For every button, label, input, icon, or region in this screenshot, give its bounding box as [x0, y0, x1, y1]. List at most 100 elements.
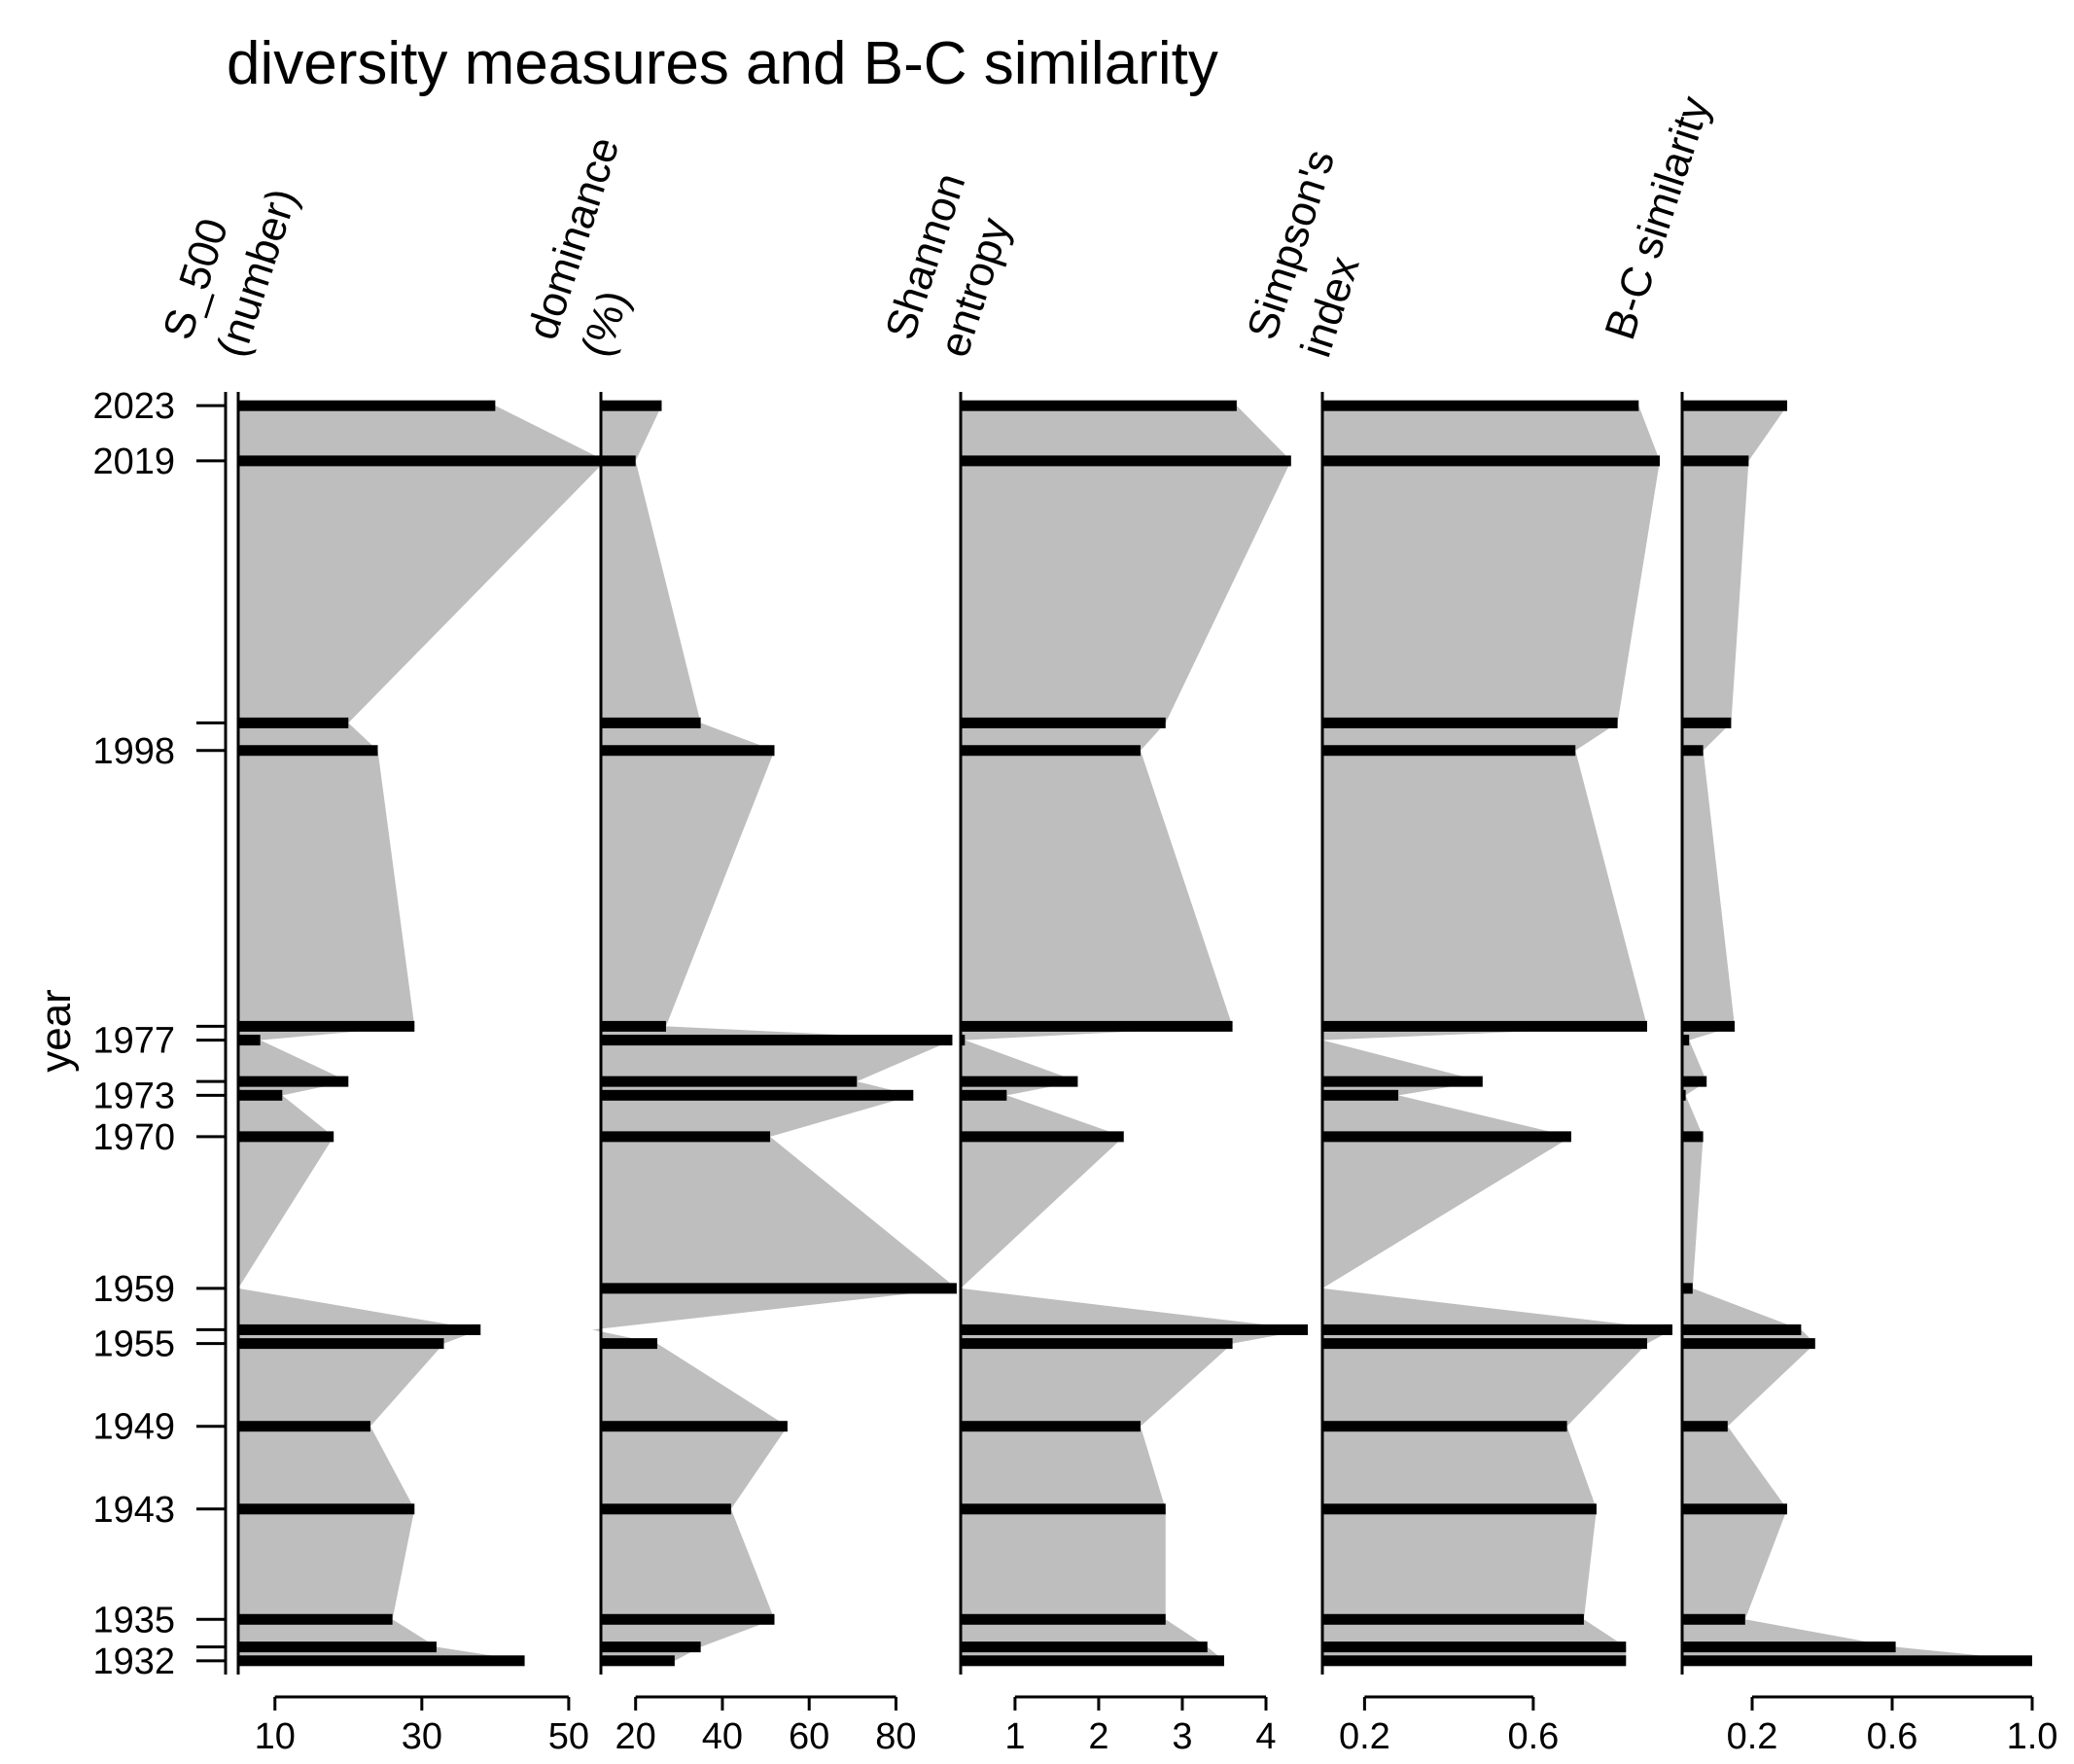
x-tick-label: 40	[702, 1716, 743, 1757]
data-bar	[1322, 1323, 1672, 1335]
data-bar	[1682, 1131, 1704, 1143]
data-bar	[1682, 1076, 1707, 1087]
data-bar	[601, 1655, 675, 1667]
x-tick-label: 1.0	[2007, 1716, 2058, 1757]
data-bar	[1682, 1641, 1896, 1653]
data-bar	[961, 455, 1291, 467]
panel-2: 20 40 60 80 dominance(%)	[518, 131, 957, 1757]
data-bar	[1322, 745, 1576, 757]
y-tick-label: 2019	[92, 441, 175, 482]
data-bar	[1682, 455, 1749, 467]
data-bar	[601, 1421, 788, 1432]
data-bar	[961, 1076, 1078, 1087]
y-tick-label: 1955	[92, 1324, 175, 1365]
x-tick-label: 30	[402, 1716, 442, 1757]
data-bar	[238, 1613, 393, 1625]
data-bar	[238, 1076, 349, 1087]
x-tick-label: 10	[255, 1716, 296, 1757]
data-bar	[1682, 1035, 1690, 1046]
data-bar	[601, 1283, 957, 1294]
y-axis-title: year	[32, 989, 80, 1073]
data-bar	[238, 1641, 437, 1653]
panel-label: dominance(%)	[518, 131, 639, 363]
data-bar	[238, 1035, 261, 1046]
data-bar	[1322, 1020, 1647, 1032]
data-bar	[1682, 1020, 1735, 1032]
area-silhouette	[1682, 406, 2032, 1661]
panels: 10 30 50S_500(number)20 40 60 80dominance(%)1…	[154, 90, 2057, 1757]
data-bar	[1322, 455, 1660, 467]
data-bar	[238, 1131, 334, 1143]
data-bar	[1322, 1089, 1399, 1101]
data-bar	[238, 717, 349, 728]
data-bar	[1682, 1283, 1693, 1294]
data-bar	[1322, 1655, 1627, 1667]
data-bar	[1682, 1655, 2032, 1667]
data-bar	[601, 1641, 701, 1653]
panel-label: S_500(number)	[154, 183, 306, 363]
y-tick-label: 1977	[92, 1021, 175, 1062]
data-bar	[1322, 717, 1618, 728]
x-tick-label: 0.6	[1507, 1716, 1559, 1757]
data-bar	[238, 1323, 481, 1335]
data-bar	[1682, 1089, 1686, 1101]
y-tick-label: 1932	[92, 1641, 175, 1682]
data-bar	[1682, 1338, 1815, 1350]
panel-label: B-C similarity	[1596, 90, 1719, 345]
data-bar	[601, 1076, 858, 1087]
data-bar	[961, 1613, 1166, 1625]
data-bar	[1682, 1613, 1745, 1625]
data-bar	[601, 1035, 953, 1046]
data-bar	[961, 400, 1237, 411]
data-bar	[961, 1655, 1224, 1667]
data-bar	[238, 455, 606, 467]
panel-label-line: (%)	[573, 285, 639, 363]
x-tick-label: 2	[1088, 1716, 1108, 1757]
y-tick-label: 1998	[92, 731, 175, 772]
data-bar	[961, 745, 1141, 757]
data-bar	[961, 1323, 1308, 1335]
data-bar	[1322, 400, 1639, 411]
data-bar	[601, 1089, 914, 1101]
data-bar	[961, 1131, 1124, 1143]
data-bar	[238, 1338, 444, 1350]
data-bar	[1322, 1613, 1584, 1625]
y-tick-label: 1935	[92, 1600, 175, 1641]
x-tick-label: 3	[1172, 1716, 1192, 1757]
data-bar	[238, 1421, 370, 1432]
data-bar	[601, 455, 636, 467]
data-bar	[601, 745, 775, 757]
y-tick-label: 1959	[92, 1269, 175, 1310]
area-silhouette	[961, 406, 1308, 1661]
data-bar	[601, 717, 701, 728]
panel-label-line: B-C similarity	[1596, 90, 1719, 345]
data-bar	[1682, 745, 1704, 757]
data-bar	[961, 1503, 1166, 1515]
x-tick-label: 0.2	[1727, 1716, 1778, 1757]
data-bar	[1322, 1421, 1567, 1432]
x-tick-label: 4	[1255, 1716, 1276, 1757]
x-tick-label: 20	[615, 1716, 656, 1757]
y-tick-label: 1943	[92, 1490, 175, 1531]
area-silhouette	[592, 406, 957, 1661]
y-tick-label: 1949	[92, 1407, 175, 1448]
data-bar	[961, 1338, 1233, 1350]
chart-title: diversity measures and B-C similarity	[227, 30, 1218, 97]
data-bar	[238, 400, 496, 411]
data-bar	[601, 1020, 666, 1032]
y-tick-label: 1970	[92, 1117, 175, 1158]
x-tick-label: 50	[548, 1716, 589, 1757]
data-bar	[238, 1089, 283, 1101]
data-bar	[961, 1421, 1141, 1432]
data-bar	[238, 745, 378, 757]
area-silhouette	[238, 406, 606, 1661]
data-bar	[1322, 1503, 1597, 1515]
data-bar	[1322, 1131, 1571, 1143]
y-tick-label: 1973	[92, 1076, 175, 1116]
data-bar	[238, 1655, 525, 1667]
